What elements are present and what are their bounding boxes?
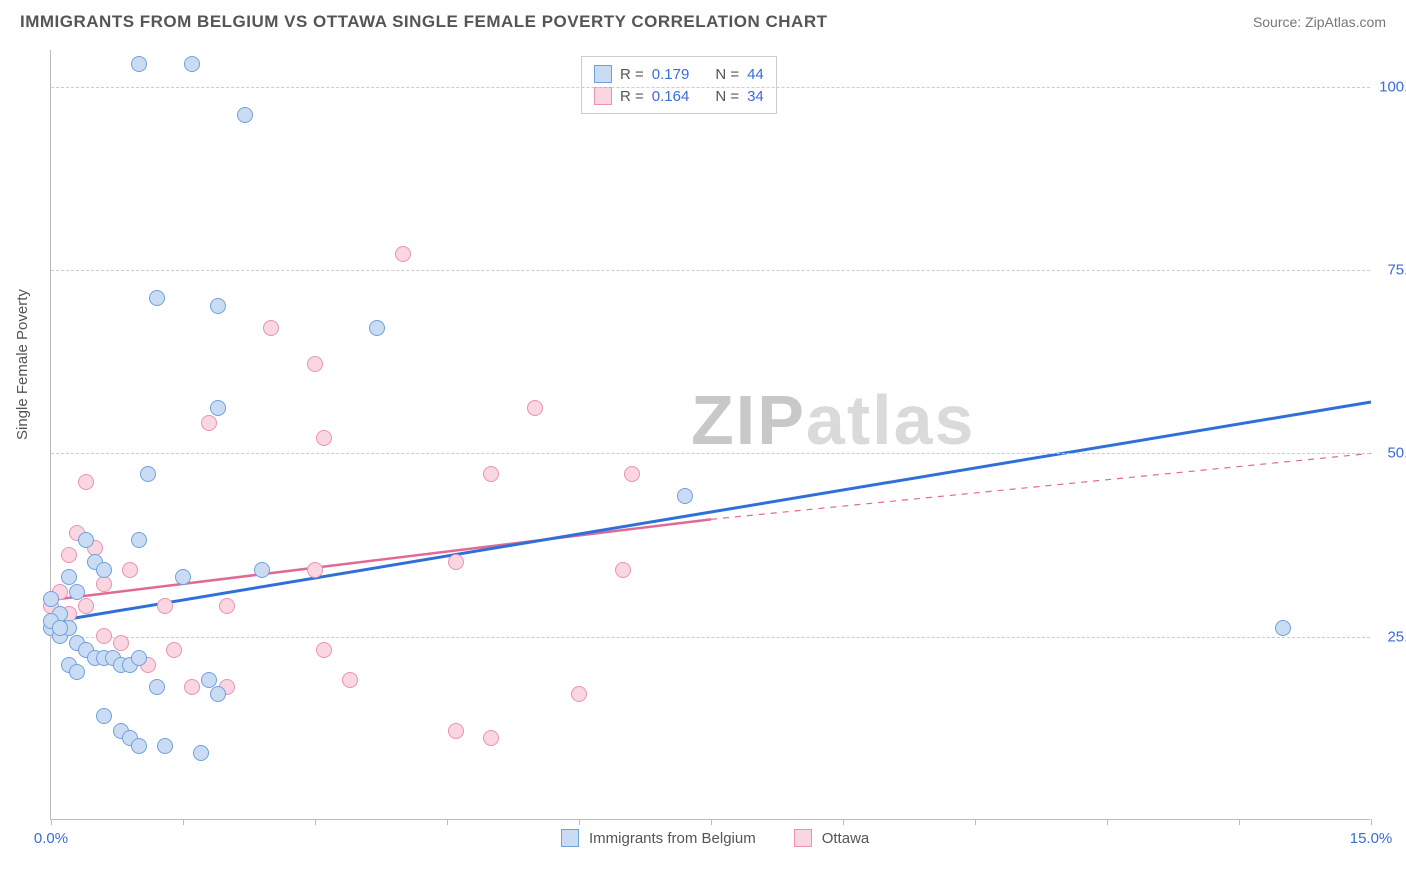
data-point [166,642,182,658]
xtick [315,819,316,825]
legend-n2: 34 [747,88,764,105]
data-point [316,642,332,658]
swatch-bottom-2 [794,829,812,847]
data-point [527,400,543,416]
xtick-label: 15.0% [1350,830,1393,847]
gridline [51,637,1370,638]
data-point [677,488,693,504]
ytick-label: 100.0% [1375,78,1406,95]
legend-series: Immigrants from Belgium Ottawa [561,829,869,847]
legend-r1: 0.179 [652,66,690,83]
data-point [307,562,323,578]
xtick [579,819,580,825]
legend-row-series1: R = 0.179 N = 44 [594,63,764,85]
data-point [157,738,173,754]
legend-series1-label: Immigrants from Belgium [589,830,756,847]
data-point [78,532,94,548]
data-point [395,246,411,262]
data-point [61,569,77,585]
data-point [342,672,358,688]
legend-r-key2: R = [620,88,644,105]
data-point [624,466,640,482]
data-point [69,664,85,680]
legend-stats: R = 0.179 N = 44 R = 0.164 N = 34 [581,56,777,114]
data-point [131,738,147,754]
data-point [96,562,112,578]
legend-series2-label: Ottawa [822,830,870,847]
xtick [447,819,448,825]
data-point [1275,620,1291,636]
chart-area: ZIPatlas R = 0.179 N = 44 R = 0.164 N = … [50,50,1370,820]
chart-title: IMMIGRANTS FROM BELGIUM VS OTTAWA SINGLE… [20,12,827,32]
data-point [96,708,112,724]
gridline [51,270,1370,271]
trend-lines [51,50,1370,819]
data-point [149,679,165,695]
data-point [201,672,217,688]
data-point [96,628,112,644]
data-point [184,56,200,72]
data-point [201,415,217,431]
ytick-label: 75.0% [1375,262,1406,279]
data-point [69,584,85,600]
data-point [52,620,68,636]
xtick [51,819,52,825]
data-point [254,562,270,578]
data-point [96,576,112,592]
data-point [316,430,332,446]
xtick [183,819,184,825]
source-label: Source: ZipAtlas.com [1253,14,1386,30]
legend-n-key2: N = [715,88,739,105]
legend-row-series2: R = 0.164 N = 34 [594,85,764,107]
data-point [483,730,499,746]
data-point [149,290,165,306]
swatch-series2 [594,87,612,105]
data-point [571,686,587,702]
data-point [210,400,226,416]
ytick-label: 50.0% [1375,445,1406,462]
legend-r2: 0.164 [652,88,690,105]
gridline [51,453,1370,454]
data-point [210,686,226,702]
xtick [1107,819,1108,825]
data-point [140,466,156,482]
legend-r-key: R = [620,66,644,83]
data-point [131,532,147,548]
data-point [61,547,77,563]
data-point [78,474,94,490]
data-point [210,298,226,314]
ytick-label: 25.0% [1375,628,1406,645]
xtick [1371,819,1372,825]
data-point [157,598,173,614]
data-point [184,679,200,695]
y-axis-label: Single Female Poverty [14,289,31,440]
data-point [175,569,191,585]
data-point [483,466,499,482]
data-point [448,554,464,570]
legend-n1: 44 [747,66,764,83]
data-point [43,591,59,607]
data-point [131,650,147,666]
data-point [78,598,94,614]
xtick [711,819,712,825]
legend-n-key: N = [715,66,739,83]
data-point [122,562,138,578]
data-point [237,107,253,123]
data-point [615,562,631,578]
data-point [448,723,464,739]
data-point [219,598,235,614]
data-point [263,320,279,336]
data-point [369,320,385,336]
swatch-bottom-1 [561,829,579,847]
xtick [975,819,976,825]
xtick [1239,819,1240,825]
swatch-series1 [594,65,612,83]
xtick [843,819,844,825]
xtick-label: 0.0% [34,830,68,847]
data-point [113,635,129,651]
data-point [131,56,147,72]
data-point [307,356,323,372]
data-point [193,745,209,761]
gridline [51,87,1370,88]
